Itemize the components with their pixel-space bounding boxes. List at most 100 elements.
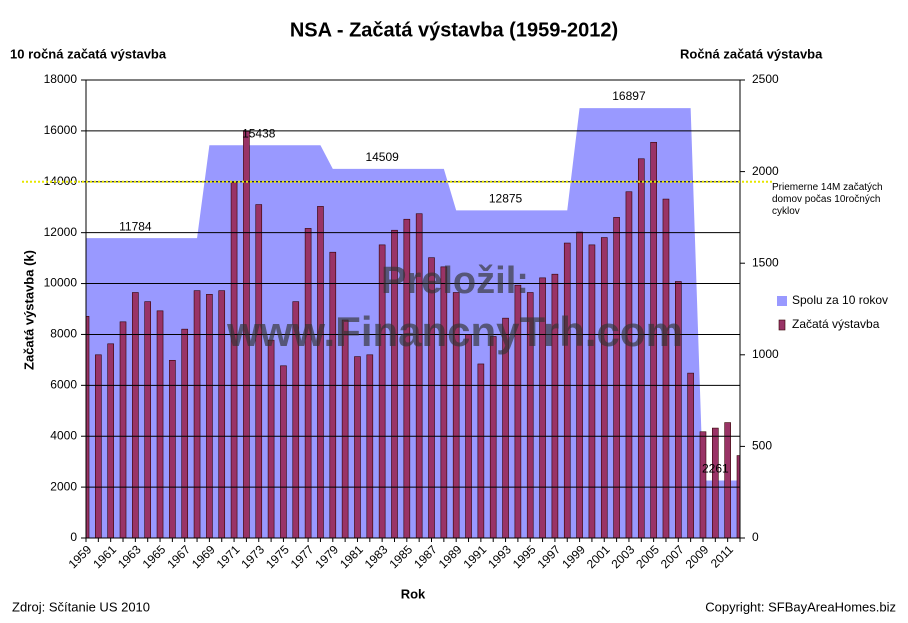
x-tick-label: 1979 — [312, 542, 341, 571]
bar — [181, 328, 189, 538]
bar — [489, 336, 497, 538]
bar — [675, 281, 682, 538]
y-tick-label: 6000 — [50, 378, 77, 392]
x-tick-label: 2005 — [633, 542, 662, 571]
bar — [378, 244, 386, 538]
bar — [563, 242, 571, 538]
area-value-label: 14509 — [365, 150, 399, 164]
y-tick-label: 14000 — [44, 174, 78, 188]
y-tick-label: 2000 — [50, 479, 77, 493]
bar — [95, 354, 102, 538]
x-tick-label: 2011 — [708, 542, 736, 570]
bar — [724, 422, 731, 538]
y2-tick-label: 0 — [752, 530, 759, 544]
bar — [428, 257, 435, 538]
bar — [736, 455, 740, 538]
bar — [132, 292, 139, 538]
left-axis-title: 10 ročná začatá výstavba — [10, 46, 167, 61]
x-tick-label: 1999 — [559, 542, 588, 571]
y2-tick-label: 1000 — [752, 347, 779, 361]
bar — [255, 204, 263, 538]
bar — [551, 273, 559, 538]
x-tick-label: 1977 — [288, 542, 317, 571]
watermark: www.FinancnyTrh.com — [226, 308, 683, 355]
area-value-label: 15438 — [242, 126, 276, 140]
y-tick-label: 0 — [70, 530, 77, 544]
x-tick-label: 1963 — [115, 542, 144, 571]
x-tick-label: 1969 — [189, 542, 218, 571]
bar — [452, 292, 460, 538]
bar — [218, 290, 226, 538]
watermark: Preložil: — [381, 260, 529, 302]
bar — [699, 431, 707, 538]
bar — [502, 317, 509, 538]
legend-label: Začatá výstavba — [792, 317, 880, 331]
x-tick-label: 1987 — [411, 542, 440, 571]
x-tick-label: 1973 — [238, 542, 267, 571]
area-value-label: 2261 — [702, 462, 729, 476]
bar — [440, 266, 448, 538]
bar — [613, 217, 620, 538]
bar — [156, 310, 164, 538]
x-tick-label: 1961 — [90, 542, 119, 571]
area-value-label: 12875 — [489, 192, 523, 206]
bar — [193, 290, 201, 538]
y-tick-label: 16000 — [44, 123, 78, 137]
x-tick-label: 1995 — [510, 542, 539, 571]
bar — [304, 228, 312, 538]
bar — [341, 319, 349, 538]
x-tick-label: 1991 — [460, 542, 489, 571]
y2-tick-label: 2500 — [752, 72, 779, 86]
legend-label: Spolu za 10 rokov — [792, 293, 888, 307]
bar — [86, 316, 90, 538]
legend-swatch — [778, 319, 786, 331]
bar — [477, 363, 485, 538]
copyright: Copyright: SFBayAreaHomes.biz — [705, 599, 896, 614]
bar — [354, 356, 361, 538]
bar — [650, 141, 657, 538]
bar — [539, 277, 546, 538]
x-tick-label: 1967 — [164, 542, 193, 571]
bar — [391, 229, 398, 538]
y-tick-label: 18000 — [44, 72, 78, 86]
x-tick-label: 2007 — [658, 542, 687, 571]
x-tick-label: 1959 — [66, 542, 95, 571]
chart-title: NSA - Začatá výstavba (1959-2012) — [290, 19, 618, 41]
bar — [712, 427, 719, 538]
y-tick-label: 12000 — [44, 225, 78, 239]
y-tick-label: 8000 — [50, 327, 77, 341]
legend-swatch — [777, 296, 787, 306]
reference-label: Priemerne 14M začatých domov počas 10roč… — [772, 181, 883, 217]
area-value-label: 11784 — [119, 219, 152, 233]
bar — [230, 182, 238, 538]
y-tick-label: 10000 — [44, 276, 78, 290]
bar — [280, 365, 287, 538]
x-tick-label: 1997 — [534, 542, 563, 571]
x-tick-label: 2009 — [683, 542, 712, 571]
plot — [86, 108, 740, 538]
bar — [169, 359, 176, 538]
y-tick-label: 4000 — [50, 428, 77, 442]
bar — [687, 372, 694, 538]
x-tick-label: 1983 — [362, 542, 391, 571]
reference-note: Priemerne 14M začatých domov počas 10roč… — [772, 181, 883, 217]
area-value-label: 16897 — [612, 89, 646, 103]
bar — [292, 301, 300, 538]
bar — [206, 294, 213, 538]
bar — [366, 354, 374, 538]
x-tick-label: 1975 — [263, 542, 292, 571]
y2-tick-label: 1500 — [752, 255, 779, 269]
source: Zdroj: Sčítanie US 2010 — [12, 599, 150, 614]
x-axis-label: Rok — [401, 586, 426, 601]
x-tick-label: 1993 — [485, 542, 514, 571]
bar — [267, 339, 275, 538]
y-axis-label: Začatá výstavba (k) — [21, 250, 36, 370]
x-tick-label: 2001 — [584, 542, 613, 571]
x-tick-label: 1981 — [337, 542, 366, 571]
bar — [415, 213, 423, 538]
bar — [119, 321, 127, 538]
bar — [107, 343, 114, 538]
bar — [317, 206, 324, 538]
bar — [625, 191, 633, 538]
x-tick-label: 1971 — [214, 542, 243, 571]
